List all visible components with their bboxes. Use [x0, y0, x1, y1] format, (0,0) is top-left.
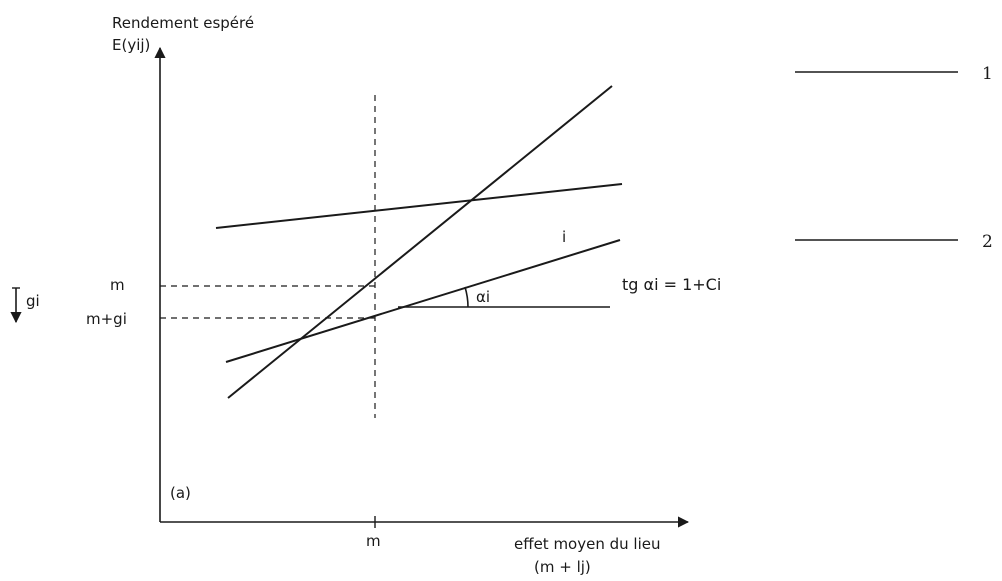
line-i-label: i	[562, 228, 566, 246]
y-tick-mg-label: m+gi	[86, 310, 127, 328]
x-tick-m-label: m	[366, 532, 381, 550]
y-axis-title: Rendement espéré	[112, 14, 254, 32]
gi-label: gi	[26, 292, 40, 310]
y-axis-variable: E(yij)	[112, 36, 150, 54]
angle-label: αi	[476, 288, 490, 306]
slope-formula: tg αi = 1+Ci	[622, 275, 721, 294]
line-i	[225, 239, 621, 363]
y-tick-m-label: m	[110, 276, 125, 294]
angle-arc	[464, 286, 469, 308]
x-axis-variable: (m + lj)	[534, 558, 591, 576]
legend-label-1: 1	[982, 64, 993, 84]
panel-label: (a)	[170, 484, 191, 502]
x-axis-title: effet moyen du lieu	[514, 535, 660, 553]
flat-line	[215, 183, 623, 229]
steep-line	[227, 85, 613, 399]
legend-label-2: 2	[982, 232, 993, 252]
